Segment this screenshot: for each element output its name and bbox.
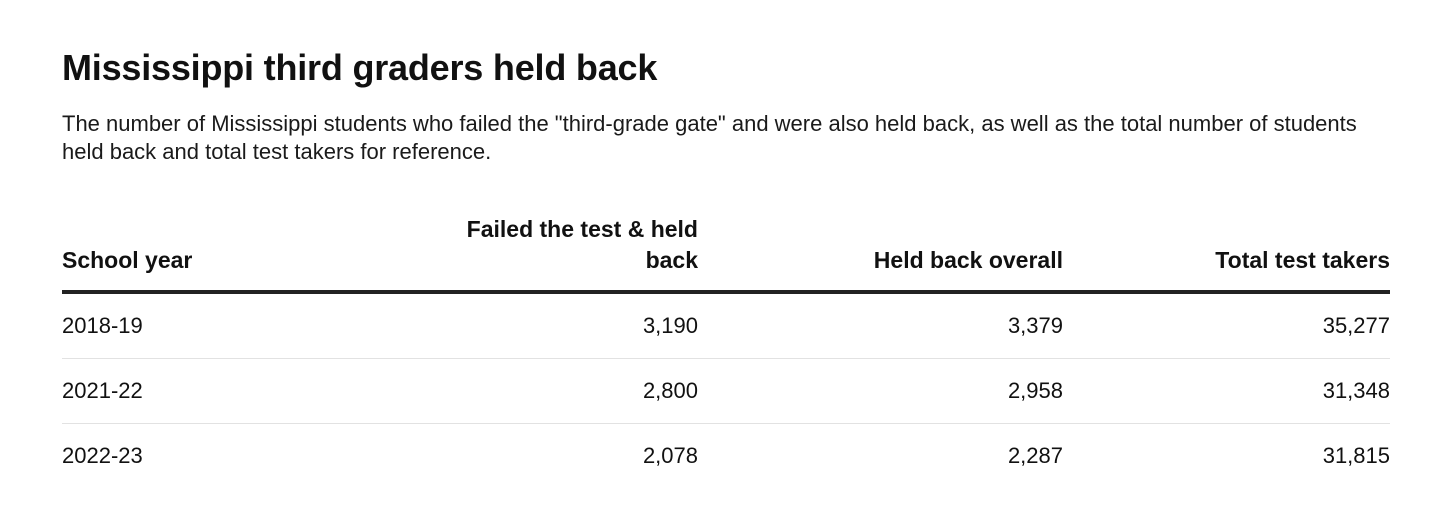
cell-school-year: 2022-23	[62, 443, 143, 468]
cell-held-back-overall: 2,287	[1007, 443, 1063, 468]
header-total-test-takers: Total test takers	[1063, 206, 1390, 294]
table-header: School year Failed the test & held back …	[62, 206, 1390, 294]
table-body: 2018-19 3,190 3,379 35,277 2021-22 2,800…	[62, 292, 1390, 488]
header-failed-and-held-back: Failed the test & held back	[352, 206, 698, 294]
header-failed-and-held-back-label: Failed the test & held back	[466, 216, 698, 273]
cell-held-back-overall: 2,958	[698, 358, 1063, 424]
cell-school-year: 2018-19	[62, 292, 352, 359]
header-school-year: School year	[62, 206, 352, 294]
data-table: School year Failed the test & held back …	[62, 206, 1390, 488]
cell-total-test-takers: 35,277	[1063, 292, 1390, 359]
header-row: School year Failed the test & held back …	[62, 206, 1390, 294]
cell-total-test-takers: 31,348	[1063, 358, 1390, 424]
chart-title: Mississippi third graders held back	[62, 47, 658, 88]
table-row: 2022-23 2,078 2,287 31,815	[62, 424, 1390, 489]
cell-school-year: 2021-22	[62, 358, 352, 424]
table-row: 2018-19 3,190 3,379 35,277	[62, 292, 1390, 359]
table-row: 2021-22 2,800 2,958 31,348	[62, 358, 1390, 424]
cell-failed-and-held-back: 3,190	[352, 292, 698, 359]
cell-failed-and-held-back: 2,078	[642, 443, 698, 468]
cell-failed-and-held-back: 2,800	[352, 358, 698, 424]
cell-held-back-overall: 3,379	[698, 292, 1063, 359]
chart-subtitle: The number of Mississippi students who f…	[62, 111, 1357, 164]
cell-total-test-takers: 31,815	[1322, 443, 1390, 468]
header-held-back-overall: Held back overall	[698, 206, 1063, 294]
